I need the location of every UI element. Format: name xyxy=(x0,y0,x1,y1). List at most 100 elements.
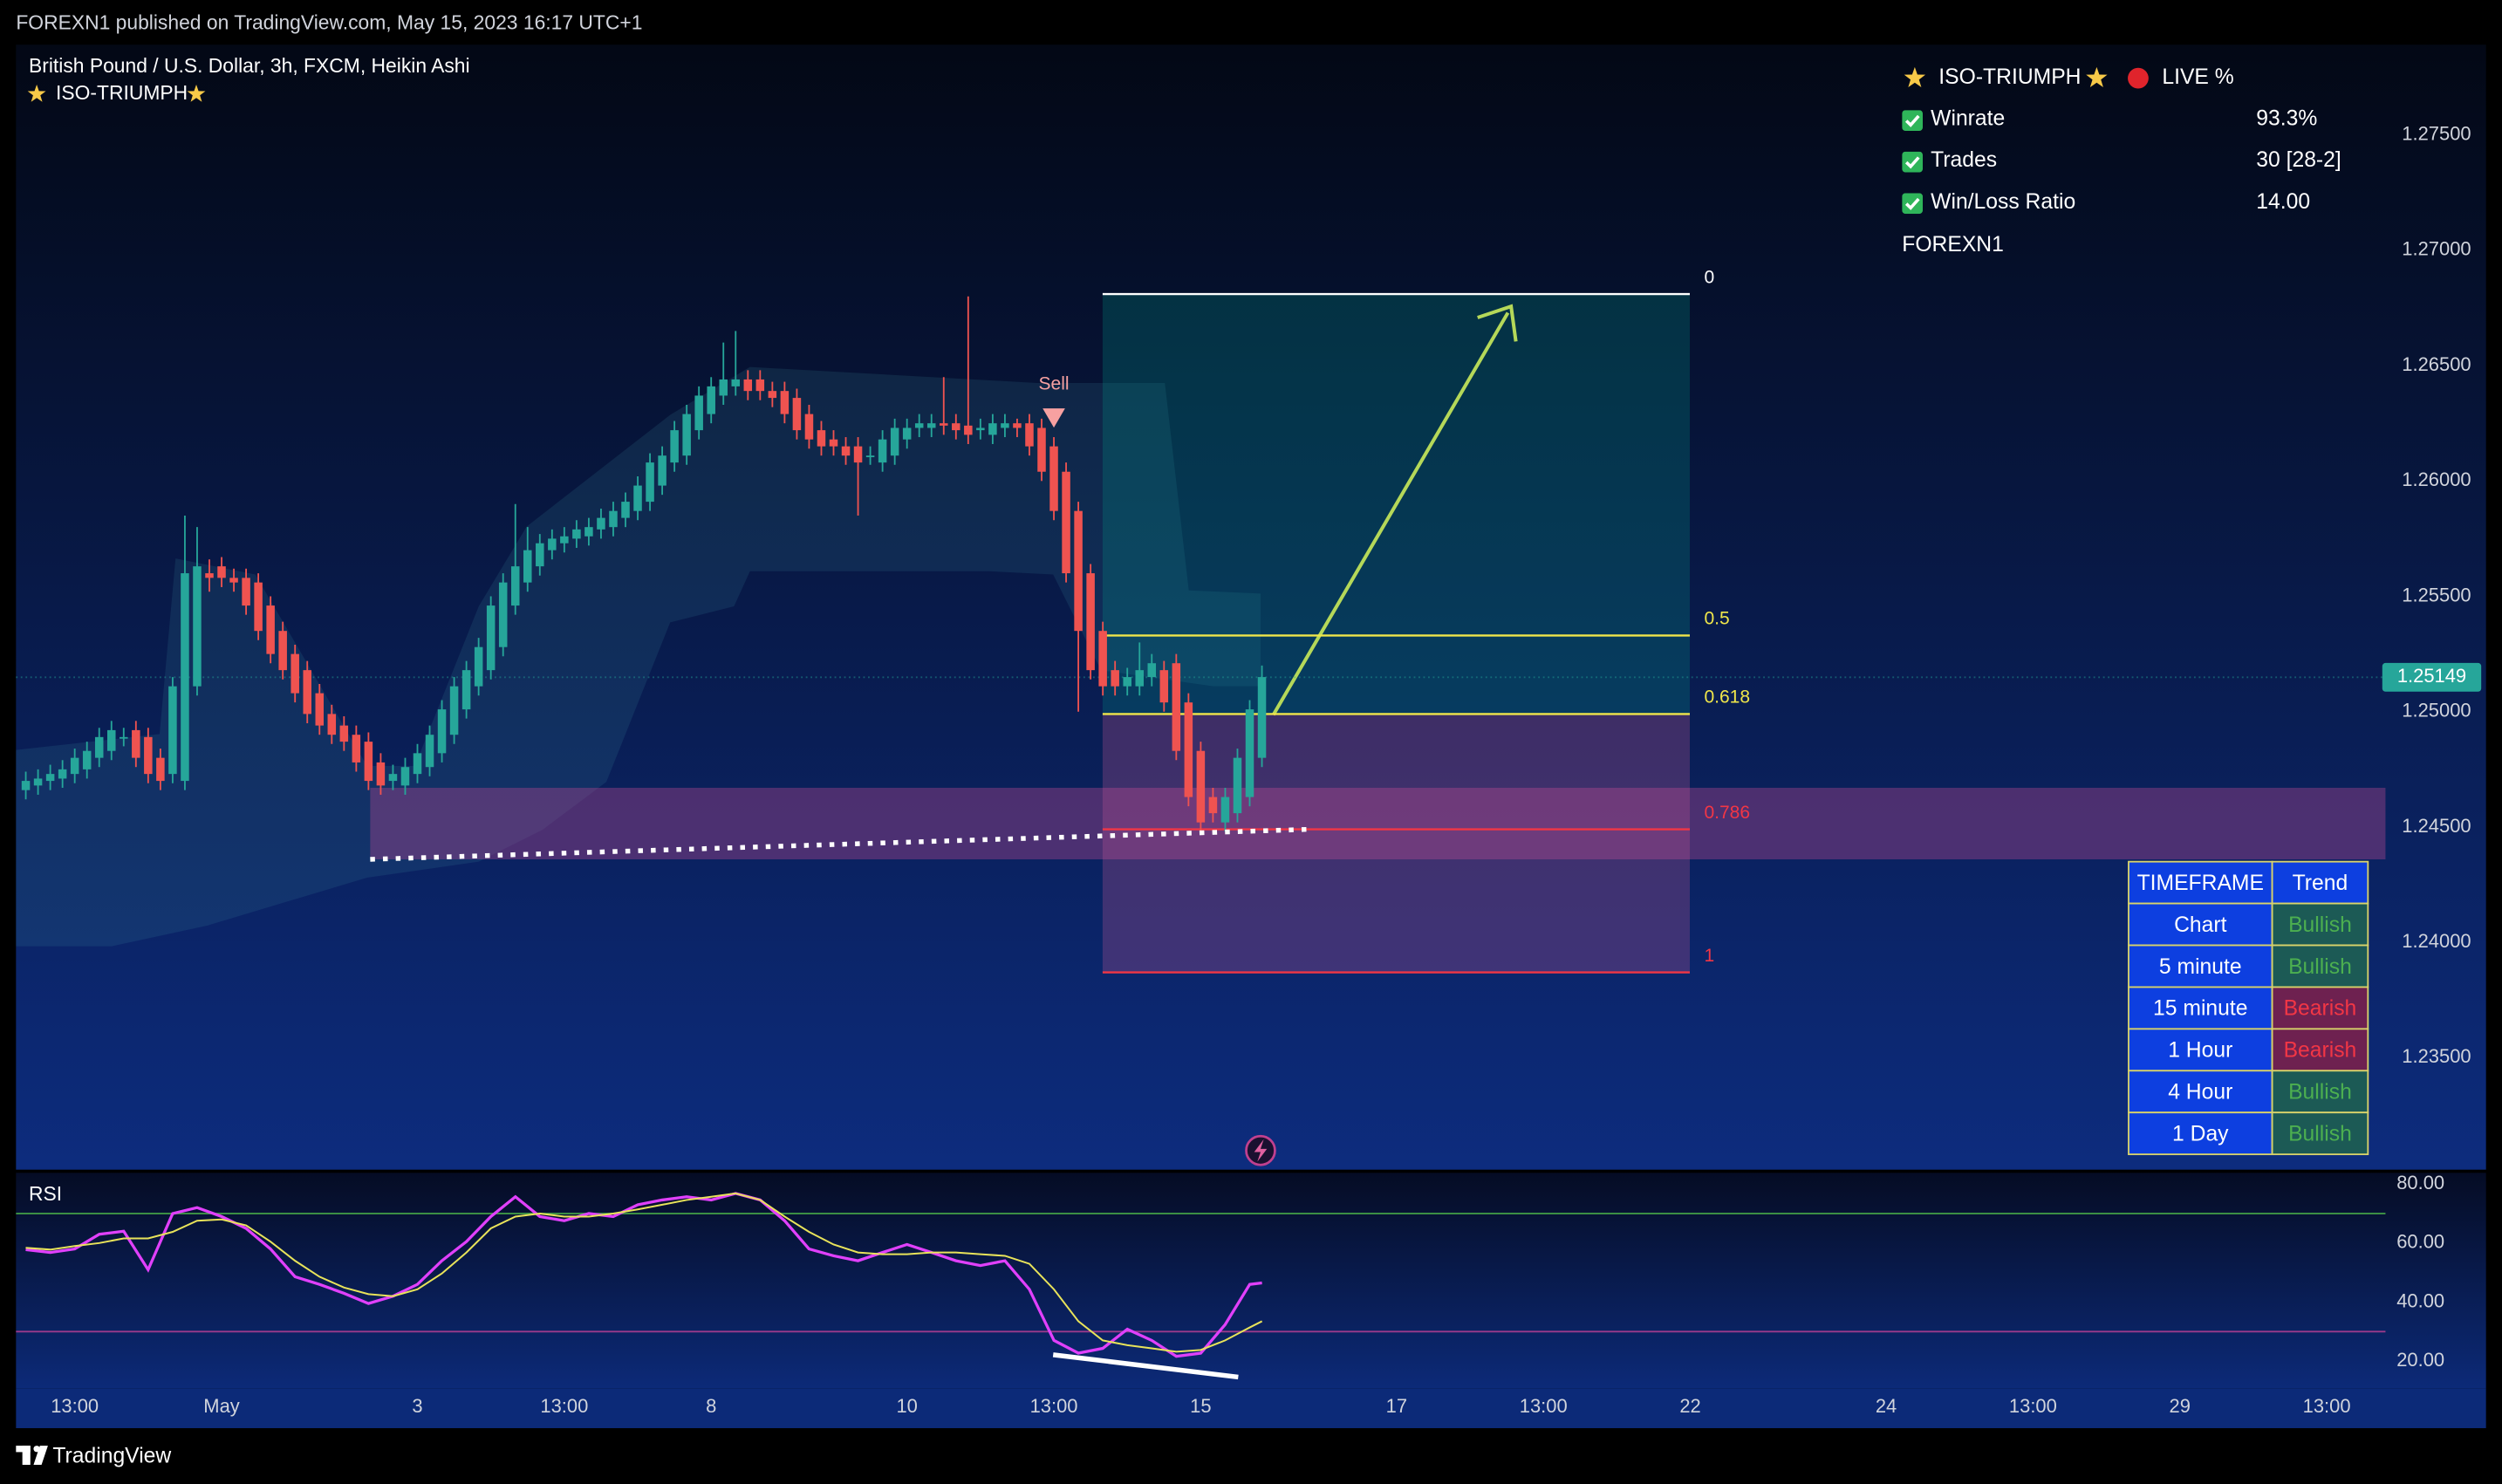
table-text: Bullish xyxy=(2288,1081,2352,1104)
y-tick-label: 40.00 xyxy=(2396,1289,2444,1311)
indicator-name: ISO-TRIUMPH xyxy=(56,81,188,104)
y-tick-label: 1.26500 xyxy=(2402,353,2471,375)
candle-body xyxy=(1123,677,1131,687)
candle-body xyxy=(609,510,618,528)
candle-body xyxy=(486,605,496,671)
candle-body xyxy=(743,379,753,392)
candle-body xyxy=(914,423,924,428)
candle-body xyxy=(658,455,667,486)
panel-label: Trades xyxy=(1931,148,1997,172)
sell-marker xyxy=(1042,408,1065,428)
candle-body xyxy=(719,379,728,396)
panel-label: Winrate xyxy=(1931,107,2005,131)
candle-body xyxy=(768,391,777,399)
candle-body xyxy=(1001,423,1009,428)
candle-body xyxy=(1062,471,1070,574)
candle-body xyxy=(633,485,642,511)
table-text: 15 minute xyxy=(2153,997,2247,1021)
candle-body xyxy=(498,582,508,647)
candle-body xyxy=(266,605,275,654)
candle-body xyxy=(890,427,899,456)
fib-label: 0.5 xyxy=(1704,609,1729,629)
candle-body xyxy=(780,391,790,414)
candle-body xyxy=(413,753,422,775)
candle-body xyxy=(217,566,226,578)
table-text: TIMEFRAME xyxy=(2137,872,2264,895)
table-text: 1 Hour xyxy=(2168,1039,2232,1063)
candle-body xyxy=(536,543,544,567)
candle-body xyxy=(694,395,703,431)
table-cell xyxy=(2271,1028,2369,1072)
cloud xyxy=(16,366,1261,947)
fib-label: 0.786 xyxy=(1704,803,1750,823)
table-text: Bearish xyxy=(2284,1039,2357,1063)
last-price-box xyxy=(2382,662,2482,692)
candle-body xyxy=(1025,423,1034,447)
candle-body xyxy=(193,566,202,687)
candle-body xyxy=(132,729,140,758)
x-tick-label: 13:00 xyxy=(540,1395,588,1417)
x-tick-label: 10 xyxy=(896,1395,917,1417)
candle-body xyxy=(205,573,214,578)
check-icon xyxy=(1902,193,1924,215)
candle-body xyxy=(1159,670,1169,703)
candle-body xyxy=(976,427,985,431)
y-tick-label: 1.25500 xyxy=(2402,584,2471,605)
candle-body xyxy=(597,517,605,530)
table-text: 1 Day xyxy=(2172,1123,2229,1146)
table-text: Bullish xyxy=(2288,1123,2352,1146)
table-cell xyxy=(2271,986,2369,1030)
table-text: 4 Hour xyxy=(2168,1081,2232,1104)
logo-part xyxy=(22,1446,31,1466)
candle-body xyxy=(120,736,128,739)
candle-body xyxy=(902,427,912,440)
candle-body xyxy=(388,774,398,782)
candle-body xyxy=(755,379,765,392)
candle-body xyxy=(474,646,483,687)
candle-body xyxy=(70,757,79,775)
candle-body xyxy=(865,455,875,458)
candle-body xyxy=(1233,757,1242,814)
candle-body xyxy=(964,425,973,435)
x-tick-label: 13:00 xyxy=(1520,1395,1568,1417)
check-icon xyxy=(1902,151,1924,173)
candle-body xyxy=(1184,702,1193,797)
candle-body xyxy=(1147,663,1157,678)
y-tick-label: 80.00 xyxy=(2396,1172,2444,1193)
table-cell xyxy=(2271,1111,2369,1156)
candle-body xyxy=(45,774,55,782)
table-cell xyxy=(2271,902,2369,947)
fib-label: 1 xyxy=(1704,946,1714,966)
candle-body xyxy=(926,423,936,428)
y-tick-label: 1.27500 xyxy=(2402,122,2471,144)
candle-body xyxy=(952,423,960,431)
table-text: Chart xyxy=(2174,913,2227,937)
candle-body xyxy=(425,735,434,768)
logo-part xyxy=(33,1446,40,1453)
candle-body xyxy=(364,742,373,782)
candle-body xyxy=(510,566,520,606)
x-tick-label: 29 xyxy=(2170,1395,2191,1417)
brand: TradingView xyxy=(52,1444,171,1467)
candle-body xyxy=(400,767,410,786)
table-text: Bearish xyxy=(2284,997,2357,1021)
candle-body xyxy=(449,686,459,735)
x-tick-label: 17 xyxy=(1386,1395,1407,1417)
candle-body xyxy=(1245,709,1254,797)
table-text: Bullish xyxy=(2288,955,2352,979)
candle-body xyxy=(315,693,325,726)
candle-body xyxy=(327,714,337,735)
candle-body xyxy=(303,670,311,715)
support-line xyxy=(370,826,1309,862)
x-tick-label: 13:00 xyxy=(1030,1395,1078,1417)
candle-body xyxy=(82,750,92,769)
candle-body xyxy=(229,578,238,583)
table-cell xyxy=(2271,944,2369,988)
x-tick-label: 15 xyxy=(1190,1395,1211,1417)
x-tick-label: May xyxy=(203,1395,239,1417)
table-text: 5 minute xyxy=(2159,955,2242,979)
panel-label: Win/Loss Ratio xyxy=(1931,190,2075,214)
candle-body xyxy=(829,439,838,447)
candle-body xyxy=(817,430,826,447)
candle-body xyxy=(792,398,802,431)
